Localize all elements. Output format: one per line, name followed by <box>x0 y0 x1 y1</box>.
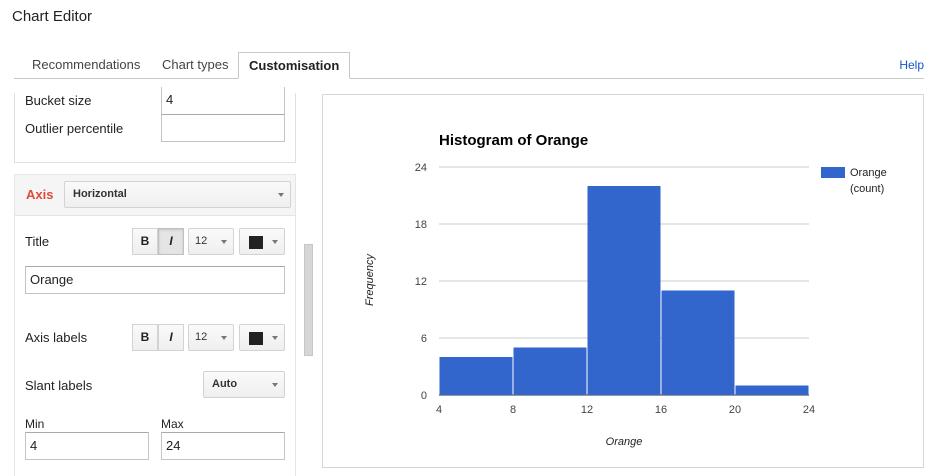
axis-section-label: Axis <box>26 187 54 202</box>
y-tick-label: 18 <box>415 219 427 231</box>
help-link[interactable]: Help <box>899 58 924 72</box>
histogram-bar <box>439 357 513 395</box>
min-label: Min <box>25 417 45 431</box>
bold-icon: B <box>140 330 150 344</box>
axis-options-panel: Title B I 12 Orange Axis labels B I 12 S… <box>14 216 296 476</box>
x-axis-title: Orange <box>606 436 643 448</box>
x-tick-label: 8 <box>510 404 516 416</box>
histogram-chart: Histogram of Orange Frequency Orange 0 6 1… <box>364 132 887 448</box>
y-tick-label: 24 <box>415 162 427 174</box>
x-tick-label: 4 <box>436 404 442 416</box>
y-axis-title: Frequency <box>364 253 376 306</box>
y-tick-label: 12 <box>415 276 427 288</box>
y-tick-label: 0 <box>421 390 427 402</box>
histogram-options-panel: Bucket size 4 Outlier percentile <box>14 87 296 163</box>
legend-sublabel: (count) <box>850 183 884 195</box>
slant-labels-label: Slant labels <box>25 378 93 393</box>
axis-labels-bold-button[interactable]: B <box>132 324 158 351</box>
options-scrollbar[interactable] <box>304 244 313 356</box>
tab-bar: Recommendations Chart types Customisatio… <box>14 52 924 79</box>
histogram-bar <box>661 290 735 395</box>
bold-icon: B <box>140 234 150 248</box>
color-swatch <box>249 332 263 345</box>
title-label: Title <box>25 234 50 249</box>
axis-labels-label: Axis labels <box>25 330 88 345</box>
chevron-down-icon <box>278 193 284 197</box>
min-input[interactable]: 4 <box>25 432 149 460</box>
axis-labels-font-size-value: 12 <box>195 331 208 343</box>
italic-icon: I <box>169 330 173 344</box>
axis-select-value: Horizontal <box>73 188 127 200</box>
chevron-down-icon <box>272 336 278 340</box>
bucket-size-label: Bucket size <box>25 93 92 108</box>
histogram-bar <box>587 186 661 395</box>
max-input[interactable]: 24 <box>161 432 285 460</box>
tab-chart-types[interactable]: Chart types <box>162 57 229 72</box>
axis-labels-font-size-select[interactable]: 12 <box>188 324 234 351</box>
italic-icon: I <box>169 234 173 248</box>
chart-title: Histogram of Orange <box>439 132 588 149</box>
title-color-picker[interactable] <box>239 228 285 255</box>
tab-recommendations[interactable]: Recommendations <box>32 57 141 72</box>
chevron-down-icon <box>221 336 227 340</box>
chart-preview: Histogram of Orange Frequency Orange 0 6 1… <box>322 94 924 468</box>
x-tick-label: 24 <box>803 404 815 416</box>
outlier-percentile-label: Outlier percentile <box>25 121 124 136</box>
axis-section-header: Axis Horizontal <box>14 174 296 216</box>
axis-labels-italic-button[interactable]: I <box>158 324 184 351</box>
x-tick-label: 16 <box>655 404 667 416</box>
color-swatch <box>249 236 263 249</box>
histogram-bar <box>735 385 809 395</box>
x-tick-label: 12 <box>581 404 593 416</box>
outlier-percentile-input[interactable] <box>161 114 285 142</box>
bold-button[interactable]: B <box>132 228 158 255</box>
axis-labels-color-picker[interactable] <box>239 324 285 351</box>
title-font-size-value: 12 <box>195 235 208 247</box>
window-title: Chart Editor <box>12 8 93 25</box>
axis-title-input[interactable]: Orange <box>25 266 285 294</box>
chevron-down-icon <box>272 240 278 244</box>
slant-labels-value: Auto <box>212 378 238 390</box>
histogram-bar <box>513 347 587 395</box>
axis-select[interactable]: Horizontal <box>64 181 291 208</box>
y-tick-label: 6 <box>421 333 427 345</box>
max-label: Max <box>161 417 184 431</box>
bucket-size-input[interactable]: 4 <box>161 87 285 115</box>
x-tick-label: 20 <box>729 404 741 416</box>
title-font-size-select[interactable]: 12 <box>188 228 234 255</box>
italic-button[interactable]: I <box>158 228 184 255</box>
chevron-down-icon <box>272 383 278 387</box>
slant-labels-select[interactable]: Auto <box>203 371 285 398</box>
legend-label: Orange <box>850 167 887 179</box>
chevron-down-icon <box>221 240 227 244</box>
tab-customisation[interactable]: Customisation <box>238 52 351 79</box>
legend-swatch <box>821 167 845 178</box>
